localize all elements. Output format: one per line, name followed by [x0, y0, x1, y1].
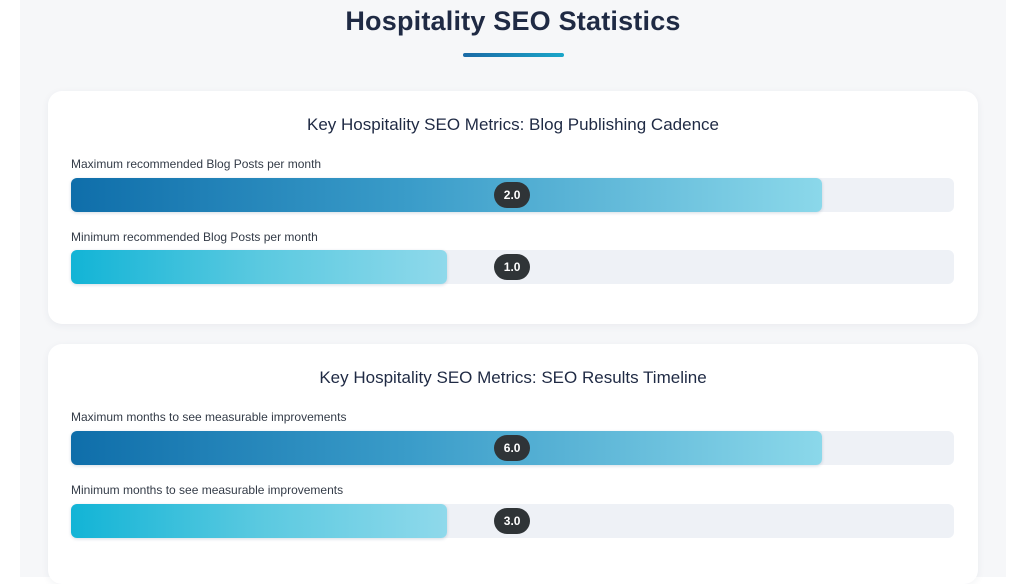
bar — [71, 178, 823, 212]
bar — [71, 504, 447, 538]
page-background: Hospitality SEO Statistics Key Hospitali… — [20, 0, 1006, 584]
title-underline — [463, 53, 564, 57]
bar-track: 2.0 — [71, 178, 954, 212]
bar-label: Minimum months to see measurable improve… — [71, 483, 344, 497]
bar-label: Maximum months to see measurable improve… — [71, 410, 347, 424]
data-label: 2.0 — [494, 182, 531, 208]
page-title: Hospitality SEO Statistics — [345, 6, 681, 36]
chart-title: Key Hospitality SEO Metrics: SEO Results… — [319, 368, 707, 387]
data-label: 6.0 — [494, 435, 531, 461]
bar — [71, 250, 447, 284]
bar-track: 3.0 — [71, 504, 954, 538]
data-label: 1.0 — [494, 254, 531, 280]
chart-card-blog-cadence: Key Hospitality SEO Metrics: Blog Publis… — [48, 91, 978, 324]
bar-track: 1.0 — [71, 250, 954, 284]
bar-label: Minimum recommended Blog Posts per month — [71, 230, 318, 244]
bar — [71, 431, 823, 465]
chart-card-results-timeline: Key Hospitality SEO Metrics: SEO Results… — [48, 344, 978, 584]
bar-track: 6.0 — [71, 431, 954, 465]
data-label: 3.0 — [494, 508, 531, 534]
chart-title: Key Hospitality SEO Metrics: Blog Publis… — [307, 115, 719, 134]
bar-label: Maximum recommended Blog Posts per month — [71, 157, 322, 171]
